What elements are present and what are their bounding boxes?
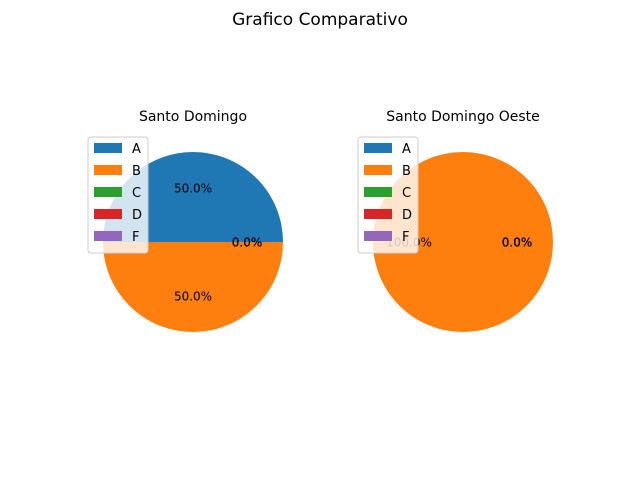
legend-label-f: F: [132, 230, 139, 245]
legend-label-b: B: [402, 164, 411, 179]
legend-label-a: A: [402, 142, 411, 157]
pct-label-c: 0.0%: [232, 236, 263, 250]
legend-label-d: D: [132, 208, 142, 223]
pct-label-f: 0.0%: [502, 236, 533, 250]
pie-slice-b: [103, 242, 283, 332]
pct-label-d: 0.0%: [502, 236, 533, 250]
legend-label-c: C: [132, 186, 141, 201]
figure-title: Grafico Comparativo: [232, 10, 408, 30]
legend-swatch-a: [364, 143, 392, 153]
legend-label-b: B: [132, 164, 141, 179]
pie-chart-santo-domingo: Santo Domingo 50.0%50.0%0.0%0.0%0.0% ABC…: [87, 109, 283, 332]
legend-swatch-d: [364, 209, 392, 219]
pct-label-b: 50.0%: [174, 290, 212, 304]
legend-swatch-c: [364, 187, 392, 197]
legend-swatch-d: [94, 209, 122, 219]
legend-swatch-b: [364, 165, 392, 175]
pct-label-c: 0.0%: [502, 236, 533, 250]
legend-swatch-b: [94, 165, 122, 175]
legend-swatch-a: [94, 143, 122, 153]
pct-label-a: 0.0%: [502, 236, 533, 250]
pct-label-a: 50.0%: [174, 182, 212, 196]
legend-swatch-f: [94, 231, 122, 241]
chart-title: Santo Domingo Oeste: [386, 109, 540, 125]
chart-title: Santo Domingo: [139, 109, 247, 125]
legend-label-f: F: [402, 230, 409, 245]
pct-label-d: 0.0%: [232, 236, 263, 250]
legend-label-a: A: [132, 142, 141, 157]
legend-label-c: C: [402, 186, 411, 201]
legend-swatch-c: [94, 187, 122, 197]
pie-chart-santo-domingo-oeste: Santo Domingo Oeste 0.0%100.0%0.0%0.0%0.…: [357, 109, 553, 332]
legend-swatch-f: [364, 231, 392, 241]
legend-label-d: D: [402, 208, 412, 223]
pct-label-f: 0.0%: [232, 236, 263, 250]
